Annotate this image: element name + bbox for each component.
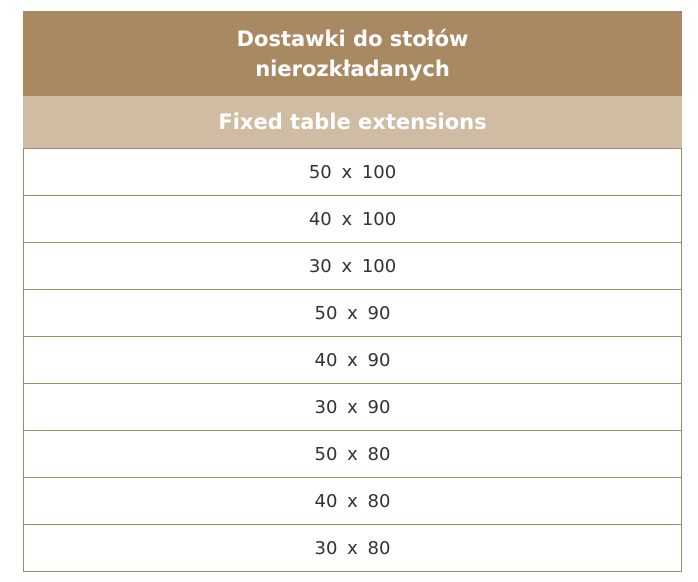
table-title: Dostawki do stołów nierozkładanych: [23, 11, 682, 96]
table-subtitle: Fixed table extensions: [23, 95, 682, 149]
size-cell: 40 x 90: [23, 336, 682, 384]
size-cell: 50 x 90: [23, 289, 682, 337]
size-cell: 40 x 80: [23, 477, 682, 525]
table-row: 50 x 100: [23, 148, 682, 196]
size-cell: 30 x 80: [23, 524, 682, 572]
size-cell: 30 x 90: [23, 383, 682, 431]
table-row: 40 x 90: [23, 336, 682, 384]
table-row: 40 x 80: [23, 477, 682, 525]
table-row: 50 x 80: [23, 430, 682, 478]
size-cell: 50 x 100: [23, 148, 682, 196]
table-row: 30 x 80: [23, 524, 682, 572]
size-cell: 40 x 100: [23, 195, 682, 243]
table-row: 50 x 90: [23, 289, 682, 337]
table-row: 30 x 90: [23, 383, 682, 431]
size-cell: 30 x 100: [23, 242, 682, 290]
extensions-table: Dostawki do stołów nierozkładanych Fixed…: [23, 11, 682, 572]
size-cell: 50 x 80: [23, 430, 682, 478]
table-row: 30 x 100: [23, 242, 682, 290]
table-row: 40 x 100: [23, 195, 682, 243]
